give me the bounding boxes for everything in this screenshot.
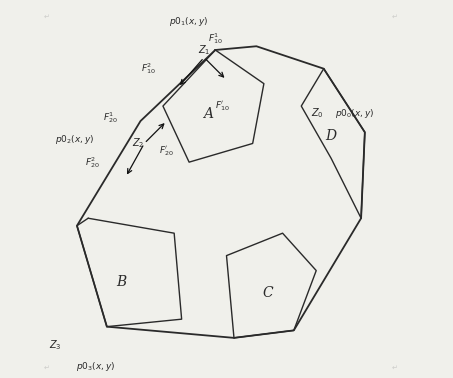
Text: $F_{20}^1$: $F_{20}^1$: [103, 110, 118, 125]
Text: $Z_2$: $Z_2$: [132, 136, 144, 150]
Text: C: C: [262, 286, 273, 300]
Text: $F_{10}^1$: $F_{10}^1$: [208, 31, 223, 46]
Text: $p0_1(x,y)$: $p0_1(x,y)$: [169, 15, 209, 28]
Text: ↵: ↵: [44, 365, 50, 371]
Text: $Z_1$: $Z_1$: [198, 44, 210, 57]
Text: B: B: [117, 275, 127, 289]
Text: $p0_0(x,y)$: $p0_0(x,y)$: [335, 107, 374, 120]
Text: $Z_3$: $Z_3$: [49, 338, 62, 352]
Text: $p0_2(x,y)$: $p0_2(x,y)$: [54, 133, 94, 146]
Text: $F_{10}'$: $F_{10}'$: [215, 99, 230, 113]
Text: D: D: [326, 129, 337, 143]
Text: ↵: ↵: [392, 13, 398, 19]
Text: $Z_0$: $Z_0$: [311, 107, 324, 121]
Text: ↵: ↵: [44, 13, 50, 19]
Text: $p0_3(x,y)$: $p0_3(x,y)$: [76, 360, 116, 373]
Text: ↵: ↵: [392, 365, 398, 371]
Text: A: A: [203, 107, 213, 121]
Text: $F_{10}^2$: $F_{10}^2$: [140, 61, 155, 76]
Text: $F_{20}'$: $F_{20}'$: [159, 144, 174, 158]
Text: $F_{20}^2$: $F_{20}^2$: [85, 155, 99, 170]
